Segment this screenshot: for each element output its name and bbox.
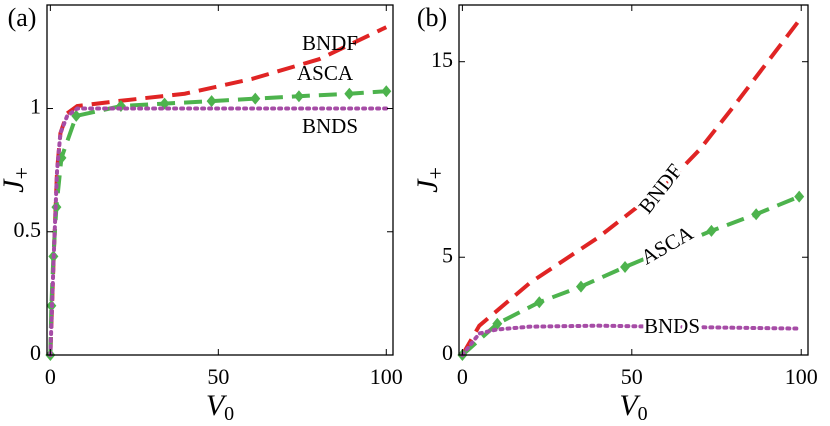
x-axis-label-main: V — [619, 389, 641, 422]
diamond-marker — [344, 87, 355, 100]
y-tick-label: 0 — [30, 340, 41, 365]
x-tick-label: 100 — [370, 364, 403, 389]
series-line — [460, 323, 804, 357]
diamond-marker — [620, 261, 631, 274]
axes-box — [46, 4, 394, 356]
panel-label: (a) — [8, 3, 37, 32]
x-axis-label-sub: 0 — [224, 403, 234, 425]
x-tick-label: 50 — [621, 364, 643, 389]
x-axis-label-main: V — [206, 389, 228, 422]
y-tick-label: 1 — [30, 94, 41, 119]
y-axis-label-main: J — [0, 178, 30, 193]
y-axis-label-main: J — [411, 178, 444, 193]
series-line — [48, 106, 389, 357]
diamond-marker — [492, 317, 503, 330]
y-axis-label: J+ — [0, 167, 34, 193]
annotation: BNDF — [634, 159, 687, 218]
x-tick-label: 0 — [457, 364, 468, 389]
diamond-marker — [534, 296, 545, 309]
annotation: BNDF — [302, 31, 358, 55]
y-axis-label-sub: + — [9, 167, 34, 179]
diamond-marker — [751, 208, 762, 221]
x-axis-label: V0 — [619, 389, 647, 425]
diamond-marker — [794, 190, 805, 203]
x-tick-label: 50 — [207, 364, 229, 389]
y-axis-label-sub: + — [423, 167, 448, 179]
annotation: BNDS — [644, 314, 700, 338]
diamond-marker — [293, 90, 304, 103]
x-axis-label: V0 — [206, 389, 234, 425]
y-tick-label: 5 — [442, 242, 453, 267]
series-line — [48, 25, 388, 356]
y-tick-label: 0.5 — [14, 217, 42, 242]
series-line — [461, 194, 800, 357]
y-tick-label: 0 — [442, 340, 453, 365]
axes-box — [458, 4, 809, 356]
diamond-marker — [381, 85, 392, 98]
y-tick-label: 15 — [431, 47, 453, 72]
x-axis-label-sub: 0 — [638, 403, 648, 425]
annotation: ASCA — [637, 220, 698, 269]
x-tick-label: 100 — [785, 364, 818, 389]
y-axis-label: J+ — [411, 167, 448, 193]
diamond-marker — [250, 92, 261, 105]
annotation: BNDS — [302, 114, 358, 138]
diamond-marker — [706, 224, 717, 237]
x-tick-label: 0 — [45, 364, 56, 389]
series-line — [460, 16, 803, 357]
diamond-marker — [206, 95, 217, 108]
diamond-marker — [575, 280, 586, 293]
annotation: ASCA — [297, 61, 354, 85]
panel-label: (b) — [417, 3, 447, 32]
